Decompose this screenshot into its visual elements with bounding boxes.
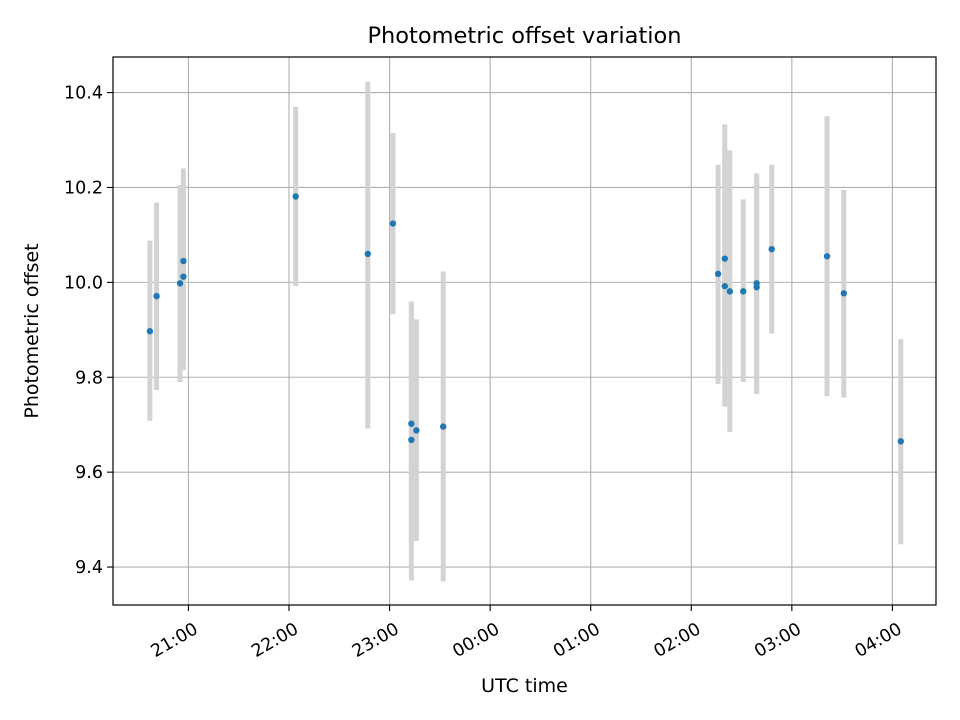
data-point: [146, 328, 154, 335]
axes-frame: [112, 56, 937, 606]
data-point: [180, 257, 187, 265]
data-point: [364, 250, 371, 258]
data-point: [413, 427, 420, 434]
y-tick-label: 9.4: [75, 558, 103, 578]
data-point: [721, 255, 729, 262]
data-point: [714, 270, 722, 278]
data-point: [408, 436, 415, 444]
data-point: [153, 292, 160, 300]
data-point: [721, 282, 729, 290]
chart-title: Photometric offset variation: [367, 23, 681, 49]
x-axis-label: UTC time: [481, 675, 568, 697]
data-point: [840, 290, 848, 297]
data-point: [726, 288, 734, 295]
y-tick-label: 10.0: [64, 273, 103, 293]
y-tick-label: 10.4: [64, 84, 103, 104]
y-tick-label: 9.6: [75, 463, 103, 483]
data-point: [440, 423, 447, 430]
data-point: [292, 193, 299, 200]
data-point: [753, 283, 760, 291]
y-axis-label: Photometric offset: [21, 243, 43, 418]
data-point: [897, 438, 905, 445]
y-tick-label: 9.8: [75, 368, 103, 388]
data-point: [408, 420, 415, 427]
data-point: [176, 280, 184, 287]
y-tick-label: 10.2: [64, 178, 103, 198]
data-point: [768, 245, 775, 253]
data-point: [823, 253, 831, 260]
data-point: [389, 220, 397, 227]
data-point: [740, 288, 747, 295]
data-point: [180, 273, 187, 280]
